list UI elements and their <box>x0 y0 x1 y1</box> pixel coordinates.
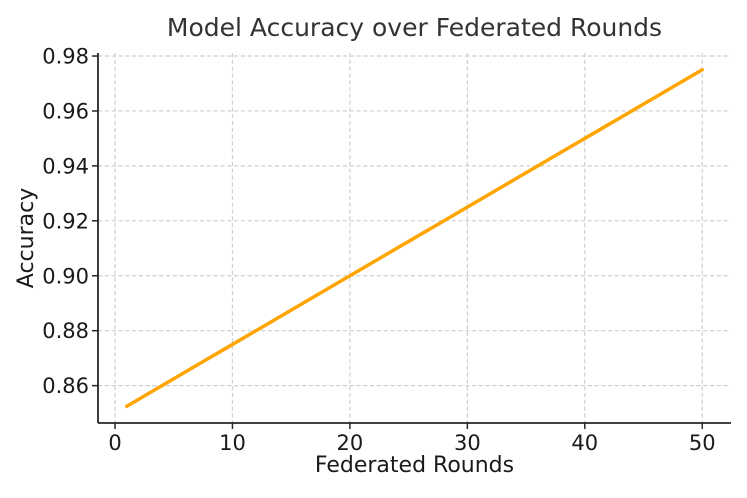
series-layer <box>125 68 704 408</box>
y-tick-label: 0.92 <box>42 209 89 233</box>
x-tick-label: 10 <box>219 431 246 455</box>
x-tick-label: 40 <box>571 431 598 455</box>
grid-layer <box>98 53 731 423</box>
chart-title: Model Accuracy over Federated Rounds <box>167 13 662 42</box>
x-tick-label: 30 <box>454 431 481 455</box>
y-axis-label: Accuracy <box>14 188 39 288</box>
series-line-model-accuracy <box>125 68 704 408</box>
x-tick-label: 0 <box>108 431 121 455</box>
x-tick-label: 20 <box>337 431 364 455</box>
y-tick-label: 0.88 <box>42 319 89 343</box>
y-tick-label: 0.96 <box>42 99 89 123</box>
x-tick-label: 50 <box>689 431 716 455</box>
x-axis-label: Federated Rounds <box>315 453 514 478</box>
y-tick-label: 0.94 <box>42 154 89 178</box>
y-tick-label: 0.86 <box>42 374 89 398</box>
y-tick-label: 0.98 <box>42 45 89 69</box>
axis-layer: 0 10 20 30 40 50 0.86 0.88 0.90 0.92 0.94 0.96 0.98 <box>42 45 731 455</box>
y-tick-label: 0.90 <box>42 264 89 288</box>
